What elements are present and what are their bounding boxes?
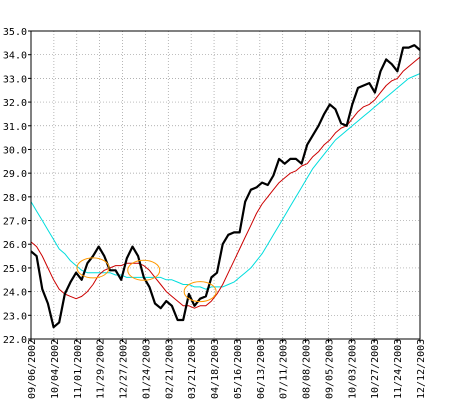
x-tick-label: 05/16/2003 — [233, 339, 244, 399]
y-tick-label: 25.0 — [3, 264, 27, 275]
y-tick-label: 32.0 — [3, 98, 27, 109]
y-tick-label: 24.0 — [3, 288, 27, 299]
y-axis-ticks: 22.0 23.0 24.0 25.0 26.0 27.0 28.0 29.0 30.0 31.0… — [3, 27, 31, 346]
x-tick-label: 04/18/2003 — [210, 339, 221, 399]
x-tick-label: 07/11/2003 — [279, 339, 290, 399]
annotation-ellipse — [127, 259, 161, 281]
plot-frame — [30, 30, 421, 340]
x-tick-label: 10/03/2003 — [347, 339, 358, 399]
series-line-2 — [30, 73, 421, 290]
series-line-0 — [30, 44, 421, 329]
y-tick-label: 28.0 — [3, 193, 27, 204]
y-tick-label: 33.0 — [3, 74, 27, 85]
x-tick-label: 01/24/2003 — [141, 339, 152, 399]
x-tick-label: 06/13/2003 — [256, 339, 267, 399]
x-axis-ticks: 09/06/2002 10/04/2002 11/01/2002 11/29/2002… — [27, 339, 427, 399]
x-tick-label: 11/29/2002 — [96, 339, 107, 399]
x-tick-label: 02/21/2003 — [164, 339, 175, 399]
x-tick-label: 11/24/2003 — [393, 339, 404, 399]
y-tick-label: 22.0 — [3, 335, 27, 346]
series-line-1 — [30, 56, 421, 309]
y-tick-label: 23.0 — [3, 311, 27, 322]
x-tick-label: 03/21/2003 — [187, 339, 198, 399]
x-tick-label: 12/12/2003 — [416, 339, 427, 399]
y-tick-label: 30.0 — [3, 145, 27, 156]
x-tick-label: 10/27/2003 — [370, 339, 381, 399]
y-tick-label: 29.0 — [3, 169, 27, 180]
annotation-ellipses — [76, 257, 217, 303]
x-tick-label: 08/08/2003 — [302, 339, 313, 399]
y-tick-label: 27.0 — [3, 217, 27, 228]
y-tick-label: 26.0 — [3, 240, 27, 251]
x-tick-label: 09/05/2003 — [324, 339, 335, 399]
annotation-ellipse — [76, 257, 110, 279]
annotation-ellipse — [183, 281, 217, 303]
x-tick-label: 10/04/2002 — [50, 339, 61, 399]
x-tick-label: 11/01/2002 — [73, 339, 84, 399]
x-tick-label: 09/06/2002 — [27, 339, 38, 399]
y-tick-label: 31.0 — [3, 122, 27, 133]
y-tick-label: 34.0 — [3, 51, 27, 62]
y-tick-label: 35.0 — [3, 27, 27, 38]
series-lines — [30, 44, 421, 329]
x-tick-label: 12/27/2002 — [119, 339, 130, 399]
